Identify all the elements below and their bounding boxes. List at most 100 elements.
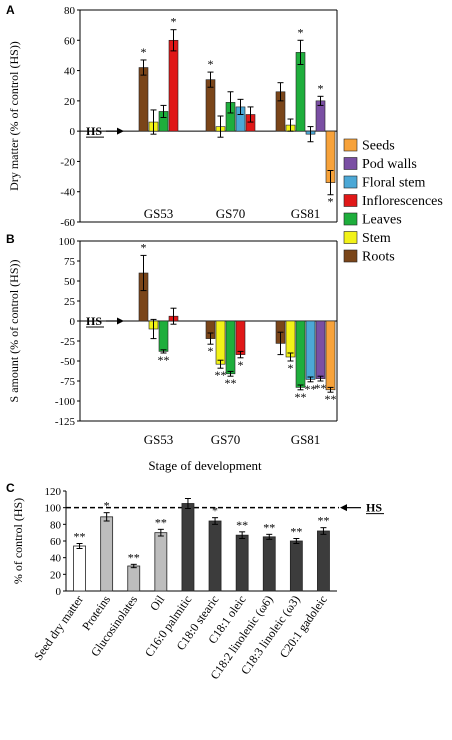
bar <box>208 520 222 592</box>
legend: Seeds Pod walls Floral stem Inflorescences L… <box>343 138 443 265</box>
bar-stem <box>215 320 226 365</box>
y-tick-label: 40 <box>64 66 76 78</box>
y-tick-label: 75 <box>64 256 76 268</box>
legend-label: Roots <box>362 250 395 265</box>
y-tick-label: 0 <box>70 126 76 138</box>
y-tick-label: 80 <box>64 5 76 17</box>
legend-label: Pod walls <box>362 157 417 172</box>
panel-c-ylabel: % of control (HS) <box>11 498 25 584</box>
category-label: GS81 <box>291 432 321 447</box>
panel-c-letter: C <box>6 481 15 495</box>
significance-label: * <box>298 25 304 39</box>
bar-inflorescences <box>168 39 179 132</box>
legend-swatch-pod-walls <box>343 157 358 170</box>
y-tick-label: 40 <box>50 553 62 565</box>
significance-label: ** <box>225 376 237 390</box>
legend-label: Stem <box>362 231 391 246</box>
significance-label: * <box>208 344 214 358</box>
category-label: GS70 <box>216 206 246 221</box>
y-tick-label: 20 <box>50 569 62 581</box>
bar <box>262 536 276 592</box>
panel-b-letter: B <box>6 232 15 246</box>
bar <box>154 532 168 592</box>
legend-label: Seeds <box>362 139 395 154</box>
significance-label: ** <box>158 353 170 367</box>
panel-a: Dry matter (% of control (HS)) -60 -40 -20… <box>7 5 338 229</box>
significance-label: ** <box>74 530 86 544</box>
hs-label: HS <box>86 124 102 138</box>
y-tick-label: -125 <box>55 416 76 428</box>
significance-label: ** <box>236 518 248 532</box>
significance-label: ** <box>325 392 337 406</box>
bar-stem <box>285 320 296 358</box>
bar <box>73 545 86 592</box>
legend-label: Floral stem <box>362 176 425 191</box>
y-tick-label: 100 <box>59 236 76 248</box>
bar-pod-walls <box>315 320 326 379</box>
significance-label: * <box>328 195 334 209</box>
hs-arrow-head <box>117 317 124 325</box>
bar-seeds <box>325 320 336 391</box>
bar <box>317 530 330 592</box>
bar-leaves <box>225 320 236 375</box>
legend-swatch-seeds <box>343 138 358 152</box>
y-tick-label: 25 <box>64 296 76 308</box>
panel-b-xlabel: Stage of development <box>148 458 262 473</box>
y-tick-label: 80 <box>50 519 62 531</box>
bar <box>127 565 141 592</box>
panel-c: % of control (HS) 0 20 40 60 80 100 120 HS ** See… <box>11 486 384 682</box>
y-tick-label: 100 <box>45 503 62 515</box>
y-tick-label: 60 <box>50 536 62 548</box>
y-tick-label: 20 <box>64 96 76 108</box>
hs-label: HS <box>86 314 102 328</box>
category-label: Seed dry matter <box>31 593 86 663</box>
bar-roots <box>138 67 149 132</box>
y-tick-label: 120 <box>45 486 62 498</box>
legend-label: Leaves <box>362 213 402 228</box>
bar <box>100 516 114 592</box>
panel-b-ylabel: S amount (% of control (HS)) <box>7 260 21 403</box>
category-label: GS53 <box>144 432 174 447</box>
bar <box>289 540 303 592</box>
panel-a-ylabel: Dry matter (% of control (HS)) <box>7 41 21 191</box>
significance-label: ** <box>315 381 327 395</box>
bar <box>181 503 195 592</box>
significance-label: * <box>141 45 147 59</box>
y-tick-label: 60 <box>64 35 76 47</box>
y-tick-label: -60 <box>60 217 75 229</box>
hs-arrow-head <box>340 504 347 512</box>
bar-inflorescences <box>235 320 246 355</box>
panel-a-letter: A <box>6 3 15 17</box>
significance-label: ** <box>215 368 227 382</box>
y-tick-label: 0 <box>70 316 76 328</box>
significance-label: ** <box>305 382 317 396</box>
significance-label: * <box>238 358 244 372</box>
significance-label: * <box>318 81 324 95</box>
y-tick-label: -25 <box>60 336 75 348</box>
hs-label: HS <box>366 501 382 515</box>
panel-b: S amount (% of control (HS)) Stage of de… <box>7 236 338 473</box>
category-label: GS70 <box>211 432 241 447</box>
significance-label: ** <box>155 515 167 529</box>
significance-label: * <box>171 15 177 29</box>
y-tick-label: -20 <box>60 156 75 168</box>
significance-label: ** <box>317 514 329 528</box>
category-label: Oil <box>147 592 168 613</box>
significance-label: * <box>141 240 147 254</box>
y-tick-label: 50 <box>64 276 76 288</box>
y-tick-label: -50 <box>60 356 75 368</box>
y-tick-label: -100 <box>55 396 76 408</box>
significance-label: ** <box>295 390 307 404</box>
legend-swatch-floral-stem <box>343 175 358 189</box>
hs-arrow-head <box>117 127 124 135</box>
significance-label: ** <box>128 550 140 564</box>
significance-label: * <box>212 504 218 518</box>
category-label: GS81 <box>291 206 321 221</box>
significance-label: * <box>288 361 294 375</box>
panel-a-plot: -60 -40 -20 0 20 40 60 80 HS * * GS53 * GS70 * * * GS81 <box>60 5 338 229</box>
y-tick-label: 0 <box>56 586 62 598</box>
bar-leaves <box>158 320 169 352</box>
legend-swatch-roots <box>343 249 358 263</box>
bar-leaves <box>295 320 306 388</box>
